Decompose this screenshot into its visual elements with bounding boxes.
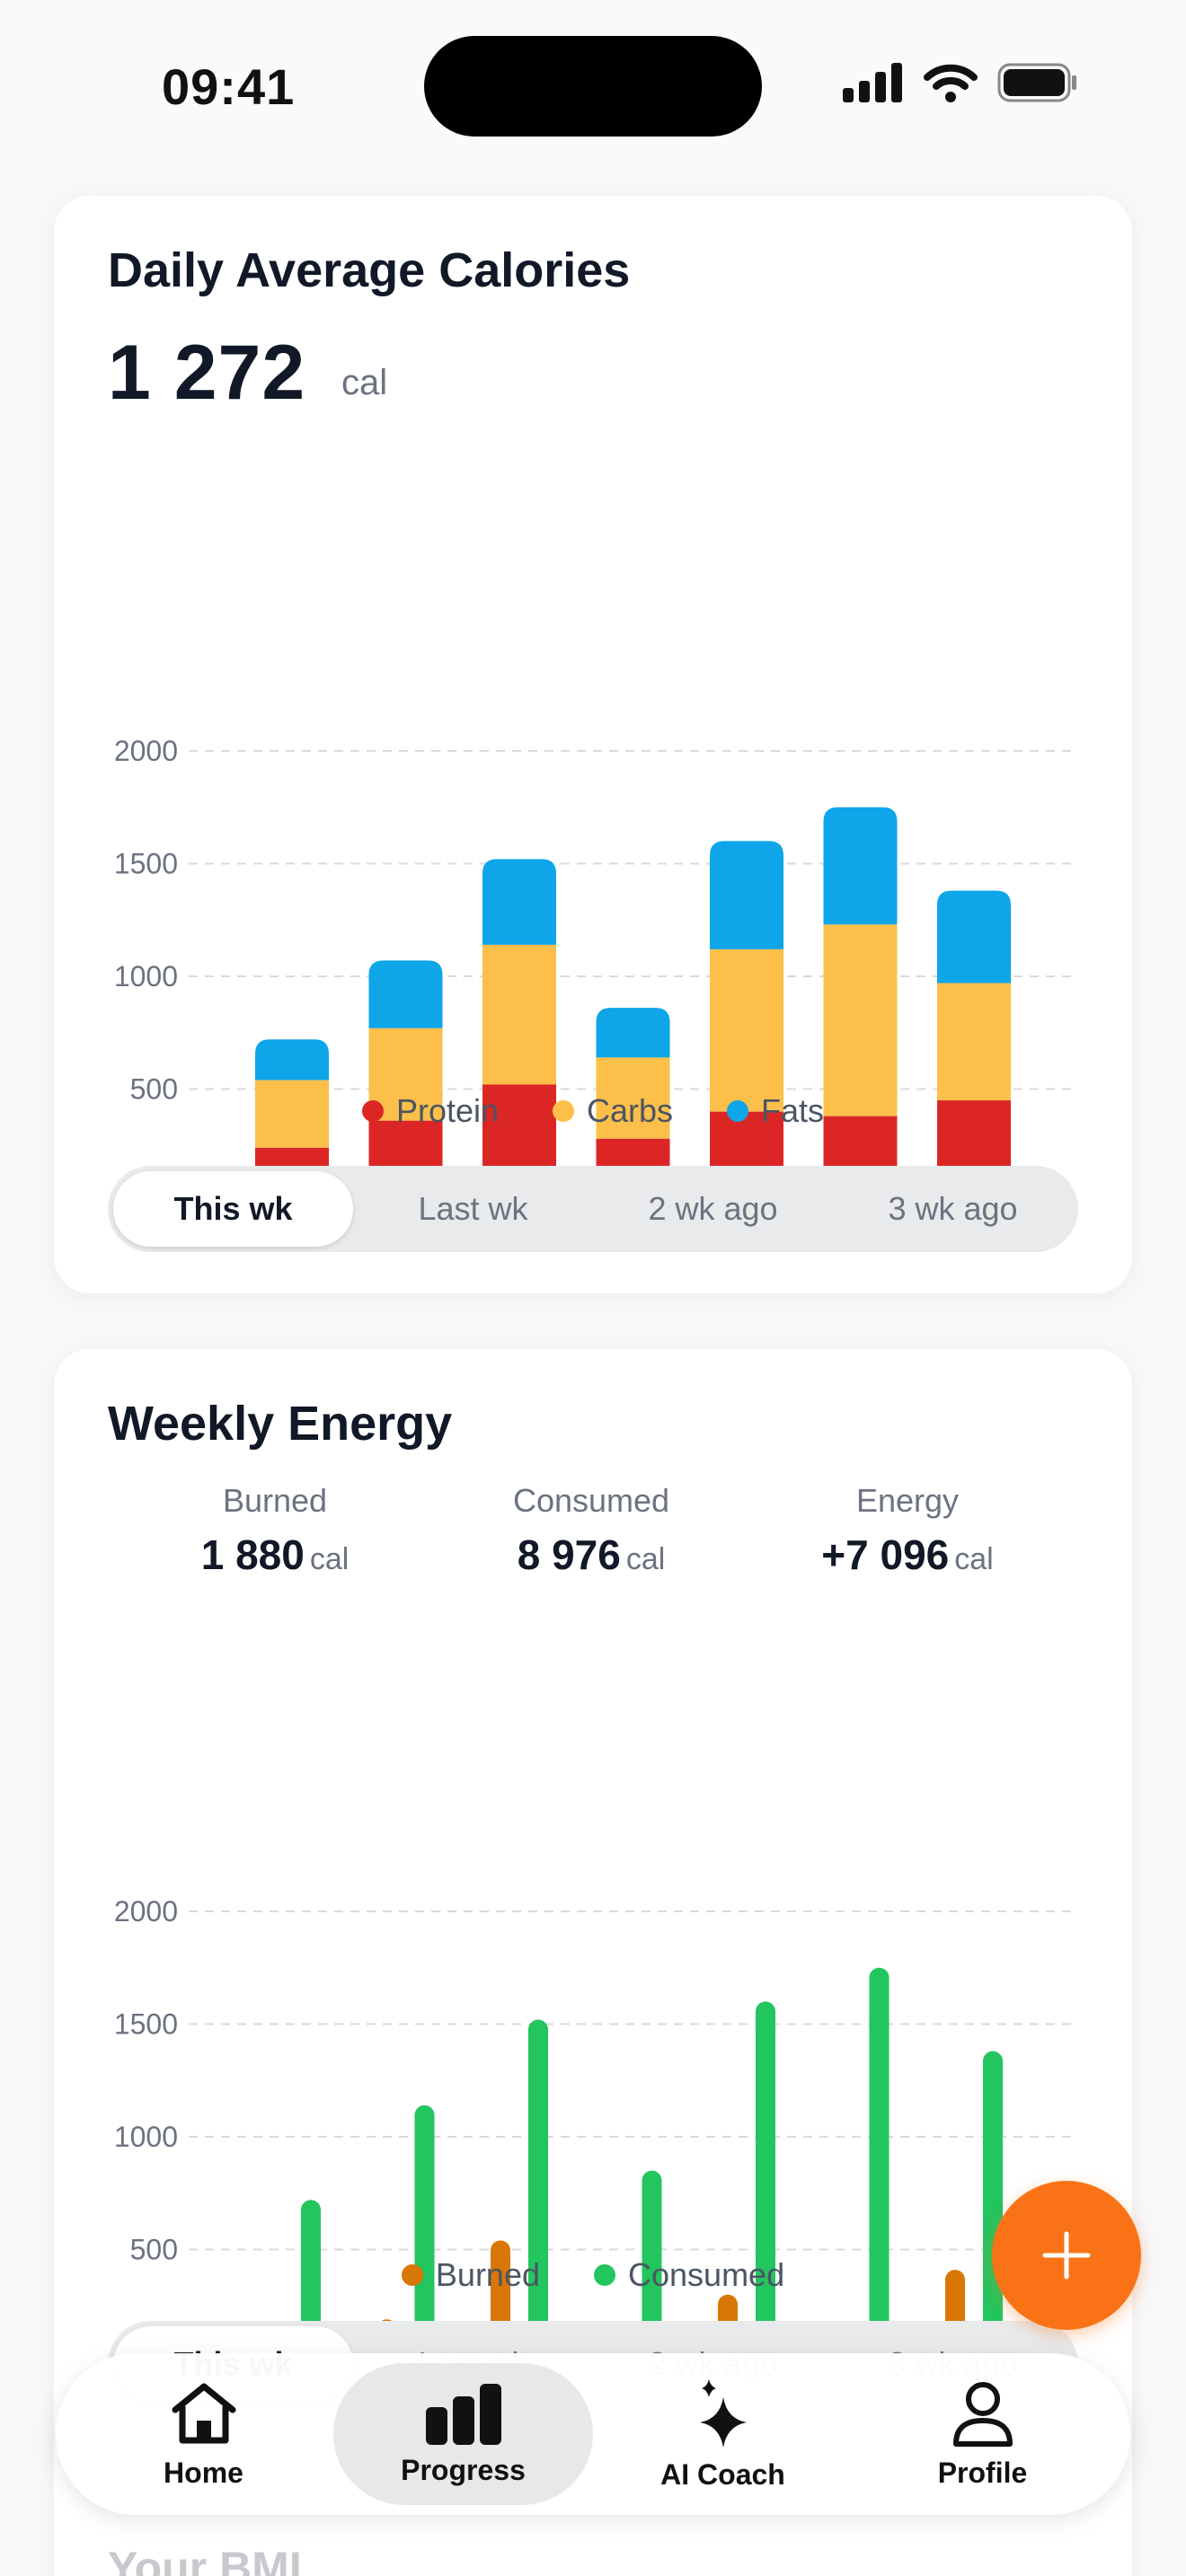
bottom-tab-bar: Home Progress AI Coach Profile [56, 2353, 1130, 2515]
y-tick-label: 2000 [114, 1895, 178, 1928]
y-tick-label: 500 [130, 1073, 178, 1106]
period-2-weeks-ago[interactable]: 2 wk ago [648, 1190, 778, 1227]
user-icon [952, 2381, 1013, 2447]
legend-label: Carbs [587, 1092, 674, 1129]
battery-icon [997, 63, 1076, 102]
bar-carbs-tue [482, 944, 556, 1085]
stat-label: Consumed [512, 1482, 670, 1519]
y-tick-label: 500 [130, 2234, 178, 2266]
legend-label: Burned [435, 2256, 540, 2293]
average-calories-value: 1 272 [108, 330, 306, 416]
card-title: Daily Average Calories [108, 243, 631, 297]
stat-value: 8 976 [517, 1531, 621, 1578]
tab-ai-coach[interactable]: AI Coach [593, 2363, 853, 2505]
stat-unit: cal [309, 1542, 350, 1576]
bar-carbs-sat [937, 983, 1011, 1101]
sparkle-icon [699, 2378, 747, 2448]
status-bar: 09:41 [0, 0, 1186, 171]
bar-consumed-fri [869, 1967, 890, 2362]
stat-energy: Energy +7 096 cal [749, 1482, 1066, 1579]
tab-home[interactable]: Home [74, 2363, 333, 2505]
signal-icon [843, 63, 902, 102]
tab-profile[interactable]: Profile [853, 2363, 1112, 2505]
carbs-dot [553, 1100, 575, 1122]
bar-fats-tue [482, 859, 556, 945]
calories-legend: Protein Carbs Fats [54, 1092, 1132, 1130]
bar-consumed-wed [642, 2170, 662, 2362]
stat-burned: Burned 1 880 cal [117, 1482, 433, 1579]
energy-legend: Burned Consumed [54, 2256, 1132, 2294]
stat-value-row: +7 096 cal [749, 1531, 1066, 1579]
stat-value-row: 1 880 cal [117, 1531, 433, 1579]
stat-label: Burned [222, 1482, 328, 1519]
bar-carbs-sun [255, 1080, 329, 1148]
status-icons [843, 63, 1078, 102]
card-title: Weekly Energy [108, 1397, 453, 1451]
consumed-dot [594, 2264, 615, 2286]
tab-progress[interactable]: Progress [333, 2363, 593, 2505]
bar-carbs-thu [710, 948, 783, 1112]
plus-icon [1042, 2231, 1091, 2280]
fats-dot [727, 1100, 749, 1122]
bar-fats-wed [596, 1008, 670, 1058]
legend-item-consumed: Consumed [594, 2256, 784, 2294]
y-tick-label: 1000 [114, 2121, 178, 2153]
y-tick-label: 1500 [114, 2008, 178, 2041]
energy-stats: Burned 1 880 cal Consumed 8 976 cal Energy… [54, 1482, 1132, 1579]
period-last-week[interactable]: Last wk [418, 1190, 528, 1227]
tab-label: Profile [937, 2456, 1028, 2489]
stat-label: Energy [855, 1482, 960, 1519]
bar-consumed-sat [983, 2051, 1003, 2362]
bar-fats-thu [710, 841, 783, 949]
legend-label: Consumed [628, 2256, 785, 2293]
tab-label: Progress [401, 2453, 526, 2486]
period-3-weeks-ago[interactable]: 3 wk ago [888, 1190, 1018, 1227]
stat-value-row: 8 976 cal [433, 1531, 749, 1579]
bar-fats-sun [255, 1039, 329, 1081]
bar-consumed-tue [528, 2019, 548, 2362]
average-calories-unit: cal [341, 363, 388, 402]
stat-unit: cal [625, 1542, 666, 1576]
add-button[interactable] [992, 2181, 1141, 2330]
stat-unit: cal [954, 1542, 994, 1576]
bar-consumed-thu [756, 2001, 775, 2362]
calories-stacked-bar-chart: 500100015002000SunMonTueWedThuFriSat [114, 735, 1078, 1244]
y-tick-label: 1500 [114, 848, 178, 880]
legend-item-burned: Burned [401, 2256, 540, 2294]
bar-fats-mon [368, 960, 443, 1028]
wifi-icon [924, 64, 978, 102]
legend-item-fats: Fats [727, 1092, 824, 1130]
tab-label: AI Coach [660, 2457, 785, 2491]
bar-fats-sat [937, 890, 1011, 984]
legend-label: Fats [761, 1092, 825, 1129]
y-tick-label: 2000 [114, 735, 178, 767]
y-tick-label: 1000 [114, 960, 178, 992]
dynamic-island [424, 36, 762, 137]
bar-carbs-fri [823, 924, 898, 1116]
stat-consumed: Consumed 8 976 cal [433, 1482, 749, 1579]
protein-dot [361, 1100, 384, 1122]
bmi-card-title-peek: Your BMI [108, 2543, 302, 2576]
legend-item-protein: Protein [361, 1092, 500, 1130]
stat-value: 1 880 [200, 1531, 305, 1578]
bar-fats-fri [823, 807, 898, 925]
legend-item-carbs: Carbs [553, 1092, 673, 1130]
burned-dot [401, 2264, 423, 2286]
period-this-week[interactable]: This wk [113, 1171, 353, 1247]
legend-label: Protein [395, 1092, 500, 1129]
stat-value: +7 096 [821, 1531, 950, 1578]
status-time: 09:41 [162, 58, 296, 115]
period-segmented-control: This wk Last wk 2 wk ago 3 wk ago [108, 1166, 1078, 1252]
tab-label: Home [164, 2456, 243, 2489]
bar-carbs-wed [596, 1057, 670, 1139]
daily-calories-card: Daily Average Calories 1 272 cal 500 1000… [54, 196, 1132, 1293]
bar-chart-icon [425, 2383, 501, 2445]
energy-bar-chart: 500100015002000SunMonTueWedThuFriSat [114, 1895, 1078, 2404]
bar-consumed-mon [414, 2104, 435, 2362]
home-icon [172, 2383, 235, 2443]
